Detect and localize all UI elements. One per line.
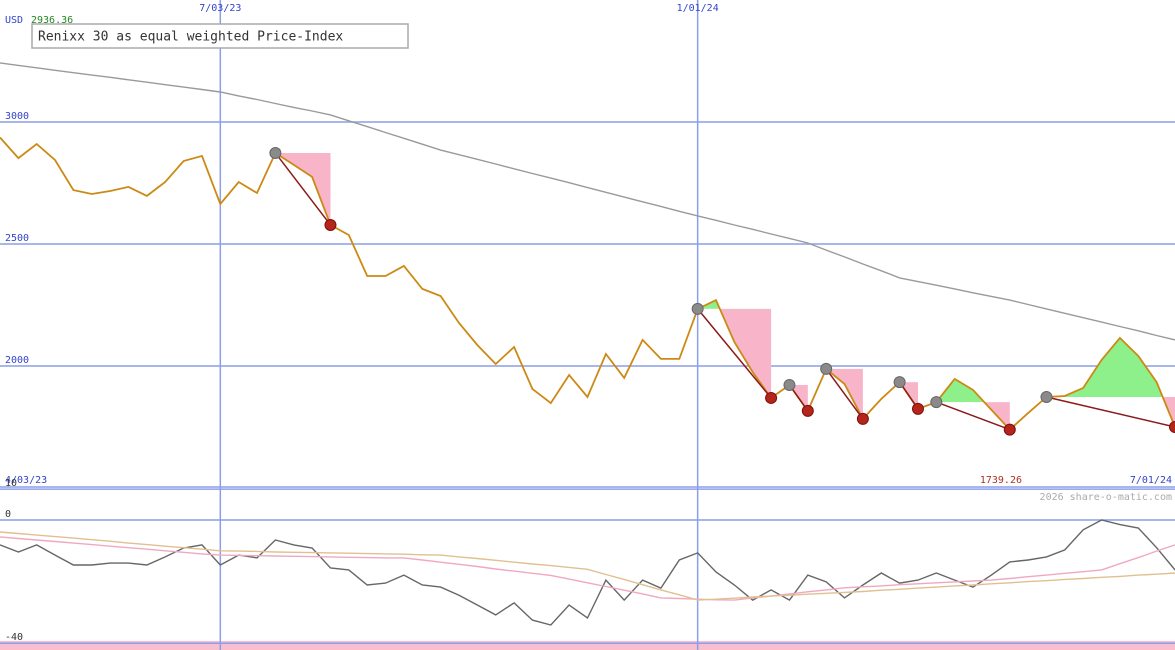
chart-title: Renixx 30 as equal weighted Price-Index (38, 30, 343, 45)
currency: USD (5, 15, 23, 26)
swing-line (697, 308, 772, 399)
trough-marker (765, 391, 778, 404)
trough-marker (801, 404, 814, 417)
swing-line (936, 401, 1011, 431)
swing-loss (697, 308, 772, 398)
swing-gain (1047, 337, 1163, 397)
peak-marker (820, 362, 833, 375)
peak-marker (930, 396, 943, 409)
series-line (0, 519, 1175, 626)
swing-loss (936, 402, 1010, 430)
peak-marker (691, 302, 704, 315)
swing-gain (936, 378, 985, 403)
last-value: 2936.36 (31, 15, 73, 26)
swing-line (274, 152, 332, 226)
trough-marker (911, 402, 924, 415)
peak-marker (893, 376, 906, 389)
swing-line (1046, 396, 1175, 428)
peak-marker (1040, 390, 1053, 403)
trough-marker (324, 218, 337, 231)
x-tick-label: 7/03/23 (199, 3, 241, 14)
x-tick-label: 1/01/24 (677, 3, 719, 14)
credit: 2026 share-o-matic.com (1040, 492, 1172, 503)
trough-marker (1003, 423, 1016, 436)
swing-gain (826, 368, 863, 369)
swing-line (825, 368, 864, 420)
x-tick-label: 4/03/23 (5, 475, 47, 486)
trough-marker (1169, 420, 1175, 433)
x-tick-label: 7/01/24 (1130, 475, 1172, 486)
y-tick-label: 10 (5, 478, 17, 489)
series-line (0, 536, 1175, 601)
title-box (31, 23, 409, 49)
series-line (0, 62, 1175, 341)
peak-marker (269, 146, 282, 159)
swing-loss (275, 153, 331, 225)
series-line (0, 531, 1175, 601)
series-line (0, 136, 1175, 431)
swing-loss (826, 368, 863, 419)
y-tick-label: 2000 (5, 355, 29, 366)
low-value: 1739.26 (980, 475, 1022, 486)
y-tick-label: 2500 (5, 233, 29, 244)
trough-marker (856, 412, 869, 425)
volume-strip (0, 641, 1175, 650)
peak-marker (783, 379, 796, 392)
y-tick-label: 0 (5, 509, 11, 520)
y-tick-label: -40 (5, 632, 23, 643)
y-tick-label: 3000 (5, 111, 29, 122)
